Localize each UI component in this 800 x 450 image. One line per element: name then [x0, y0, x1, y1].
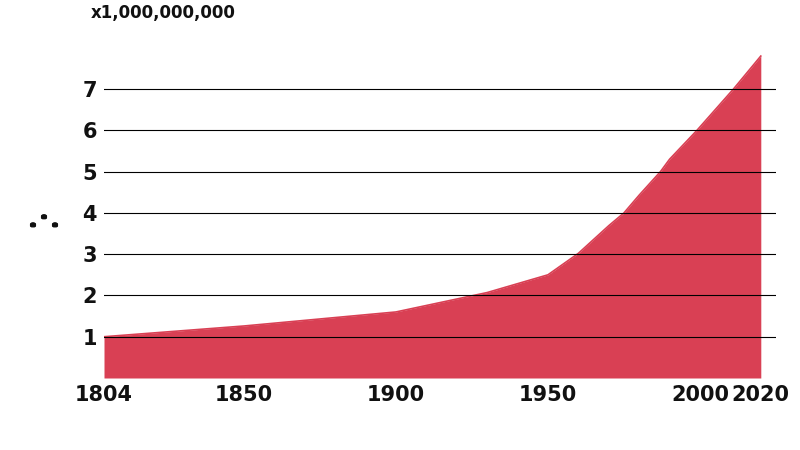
Text: x1,000,000,000: x1,000,000,000	[90, 4, 235, 22]
